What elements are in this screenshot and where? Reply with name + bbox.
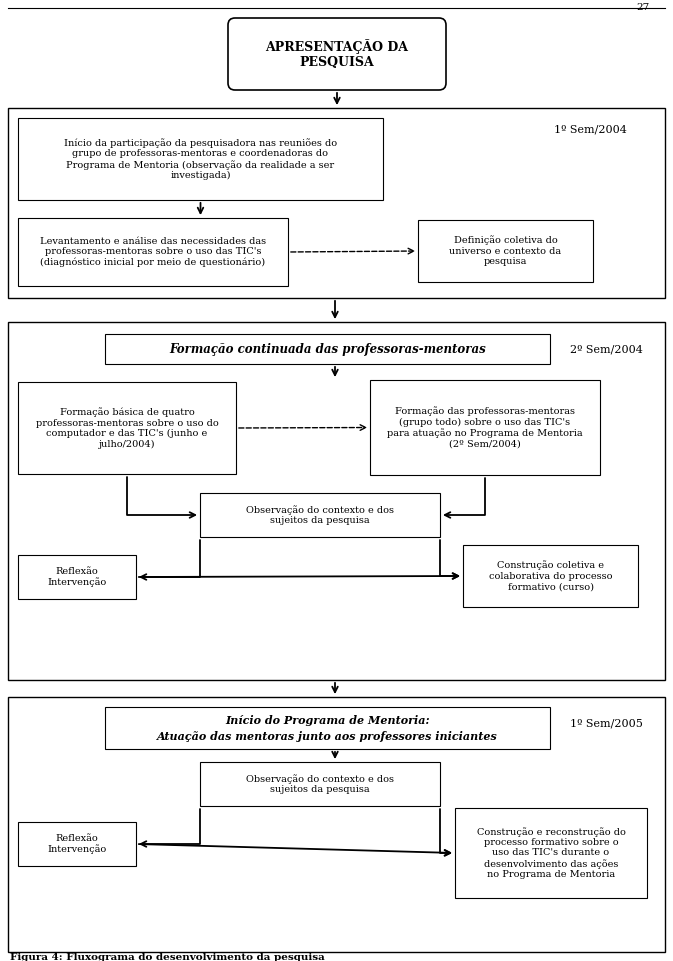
Text: Levantamento e análise das necessidades das
professoras-mentoras sobre o uso das: Levantamento e análise das necessidades … [40,236,266,267]
Text: Construção coletiva e
colaborativa do processo
formativo (curso): Construção coletiva e colaborativa do pr… [489,560,612,591]
Bar [418,220,593,282]
Bar [200,762,440,806]
Text: Início do Programa de Mentoria:: Início do Programa de Mentoria: [225,716,430,727]
Bar [200,493,440,537]
Text: 1º Sem/2005: 1º Sem/2005 [569,718,643,728]
Bar [370,380,600,475]
Bar [18,118,383,200]
Bar [18,555,136,599]
Text: Observação do contexto e dos
sujeitos da pesquisa: Observação do contexto e dos sujeitos da… [246,505,394,525]
Bar [105,334,550,364]
Bar [105,707,550,749]
Text: 2º Sem/2004: 2º Sem/2004 [569,345,643,355]
Text: Observação do contexto e dos
sujeitos da pesquisa: Observação do contexto e dos sujeitos da… [246,774,394,794]
Bar [18,382,236,474]
Text: Definição coletiva do
universo e contexto da
pesquisa: Definição coletiva do universo e context… [450,235,561,266]
Bar [18,218,288,286]
Text: Formação continuada das professoras-mentoras: Formação continuada das professoras-ment… [169,342,486,356]
Text: PESQUISA: PESQUISA [299,56,374,68]
Text: Atuação das mentoras junto aos professores iniciantes: Atuação das mentoras junto aos professor… [157,730,498,742]
Bar [463,545,638,607]
Text: Início da participação da pesquisadora nas reuniões do
grupo de professoras-ment: Início da participação da pesquisadora n… [64,138,337,180]
Text: Construção e reconstrução do
processo formativo sobre o
uso das TIC's durante o
: Construção e reconstrução do processo fo… [476,826,625,879]
Text: 1º Sem/2004: 1º Sem/2004 [554,125,627,135]
Text: APRESENTAÇÃO DA: APRESENTAÇÃO DA [266,39,409,55]
Bar [8,697,665,952]
Text: Reflexão
Intervenção: Reflexão Intervenção [47,834,106,854]
Text: Reflexão
Intervenção: Reflexão Intervenção [47,567,106,587]
Bar [8,322,665,680]
Text: 27: 27 [637,3,650,12]
Bar [8,108,665,298]
Text: Figura 4: Fluxograma do desenvolvimento da pesquisa: Figura 4: Fluxograma do desenvolvimento … [10,953,325,961]
Bar [455,808,647,898]
Bar [18,822,136,866]
Text: Formação das professoras-mentoras
(grupo todo) sobre o uso das TIC's
para atuaçã: Formação das professoras-mentoras (grupo… [387,407,583,449]
Text: Formação básica de quatro
professoras-mentoras sobre o uso do
computador e das T: Formação básica de quatro professoras-me… [36,407,218,449]
FancyBboxPatch shape [228,18,446,90]
